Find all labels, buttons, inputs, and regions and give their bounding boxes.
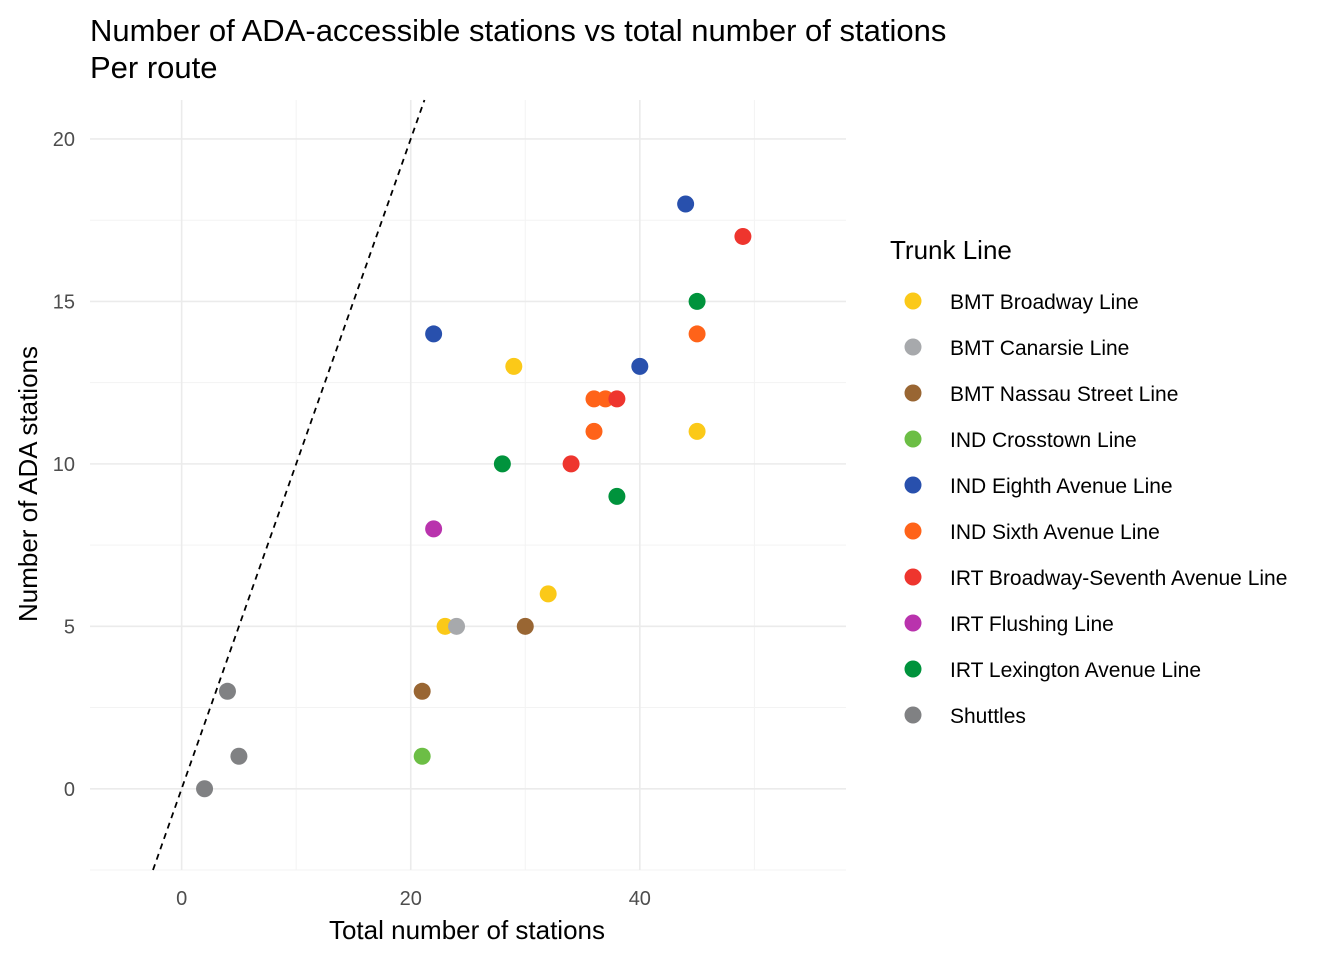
legend-key [904, 430, 922, 448]
data-point [516, 617, 534, 635]
legend-label: IRT Lexington Avenue Line [950, 659, 1201, 682]
chart-title: Number of ADA-accessible stations vs tot… [90, 13, 946, 48]
legend-label: BMT Broadway Line [950, 291, 1139, 314]
legend-key [904, 568, 922, 586]
y-tick-label: 0 [64, 779, 75, 801]
legend-key [904, 476, 922, 494]
legend-label: BMT Canarsie Line [950, 337, 1129, 360]
legend-key [904, 522, 922, 540]
y-tick-label: 15 [53, 291, 75, 313]
data-point [585, 422, 603, 440]
legend-key [904, 292, 922, 310]
reference-line [152, 99, 426, 871]
legend-label: Shuttles [950, 705, 1026, 728]
legend: Trunk Line BMT Broadway Line BMT Canarsie… [890, 235, 1287, 728]
x-axis-title: Total number of stations [329, 915, 605, 945]
data-point [631, 357, 649, 375]
chart-subtitle: Per route [90, 50, 218, 85]
chart-titles: Number of ADA-accessible stations vs tot… [90, 13, 946, 85]
legend-item: BMT Canarsie Line [904, 337, 1129, 360]
data-point [608, 487, 626, 505]
data-points [196, 195, 752, 798]
data-point [448, 617, 466, 635]
legend-key [904, 614, 922, 632]
legend-key [904, 706, 922, 724]
data-point [413, 682, 431, 700]
x-tick-label: 20 [400, 888, 422, 910]
legend-title: Trunk Line [890, 235, 1012, 265]
legend-item: Shuttles [904, 705, 1026, 728]
legend-item: IRT Broadway-Seventh Avenue Line [904, 567, 1287, 590]
legend-item: IND Eighth Avenue Line [904, 475, 1173, 498]
legend-label: IND Sixth Avenue Line [950, 521, 1160, 544]
data-point [608, 390, 626, 408]
legend-items: BMT Broadway Line BMT Canarsie Line BMT Na… [904, 291, 1287, 728]
legend-label: IRT Flushing Line [950, 613, 1114, 636]
data-point [688, 422, 706, 440]
data-point [505, 357, 523, 375]
y-tick-label: 20 [53, 129, 75, 151]
data-point [493, 455, 511, 473]
data-point [688, 325, 706, 343]
legend-label: BMT Nassau Street Line [950, 383, 1178, 406]
data-point [562, 455, 580, 473]
legend-item: IND Sixth Avenue Line [904, 521, 1160, 544]
data-point [413, 747, 431, 765]
data-point [688, 292, 706, 310]
data-point [196, 780, 214, 798]
x-tick-label: 40 [629, 888, 651, 910]
legend-key [904, 384, 922, 402]
legend-key [904, 660, 922, 678]
legend-label: IND Eighth Avenue Line [950, 475, 1173, 498]
legend-item: BMT Nassau Street Line [904, 383, 1178, 406]
x-axis-ticks: 0 20 40 [176, 888, 651, 910]
grid-lines [90, 100, 846, 871]
data-point [218, 682, 236, 700]
legend-item: IND Crosstown Line [904, 429, 1137, 452]
data-point [425, 325, 443, 343]
legend-item: IRT Lexington Avenue Line [904, 659, 1201, 682]
legend-label: IRT Broadway-Seventh Avenue Line [950, 567, 1287, 590]
data-point [425, 520, 443, 538]
identity-line [152, 99, 426, 871]
data-point [677, 195, 695, 213]
y-tick-label: 5 [64, 616, 75, 638]
legend-label: IND Crosstown Line [950, 429, 1137, 452]
legend-item: IRT Flushing Line [904, 613, 1114, 636]
legend-key [904, 338, 922, 356]
data-point [734, 227, 752, 245]
data-point [230, 747, 248, 765]
x-tick-label: 0 [176, 888, 187, 910]
y-axis-ticks: 0 5 10 15 20 [53, 129, 75, 801]
data-point [539, 585, 557, 603]
y-axis-title: Number of ADA stations [13, 346, 43, 622]
y-tick-label: 10 [53, 454, 75, 476]
legend-item: BMT Broadway Line [904, 291, 1139, 314]
